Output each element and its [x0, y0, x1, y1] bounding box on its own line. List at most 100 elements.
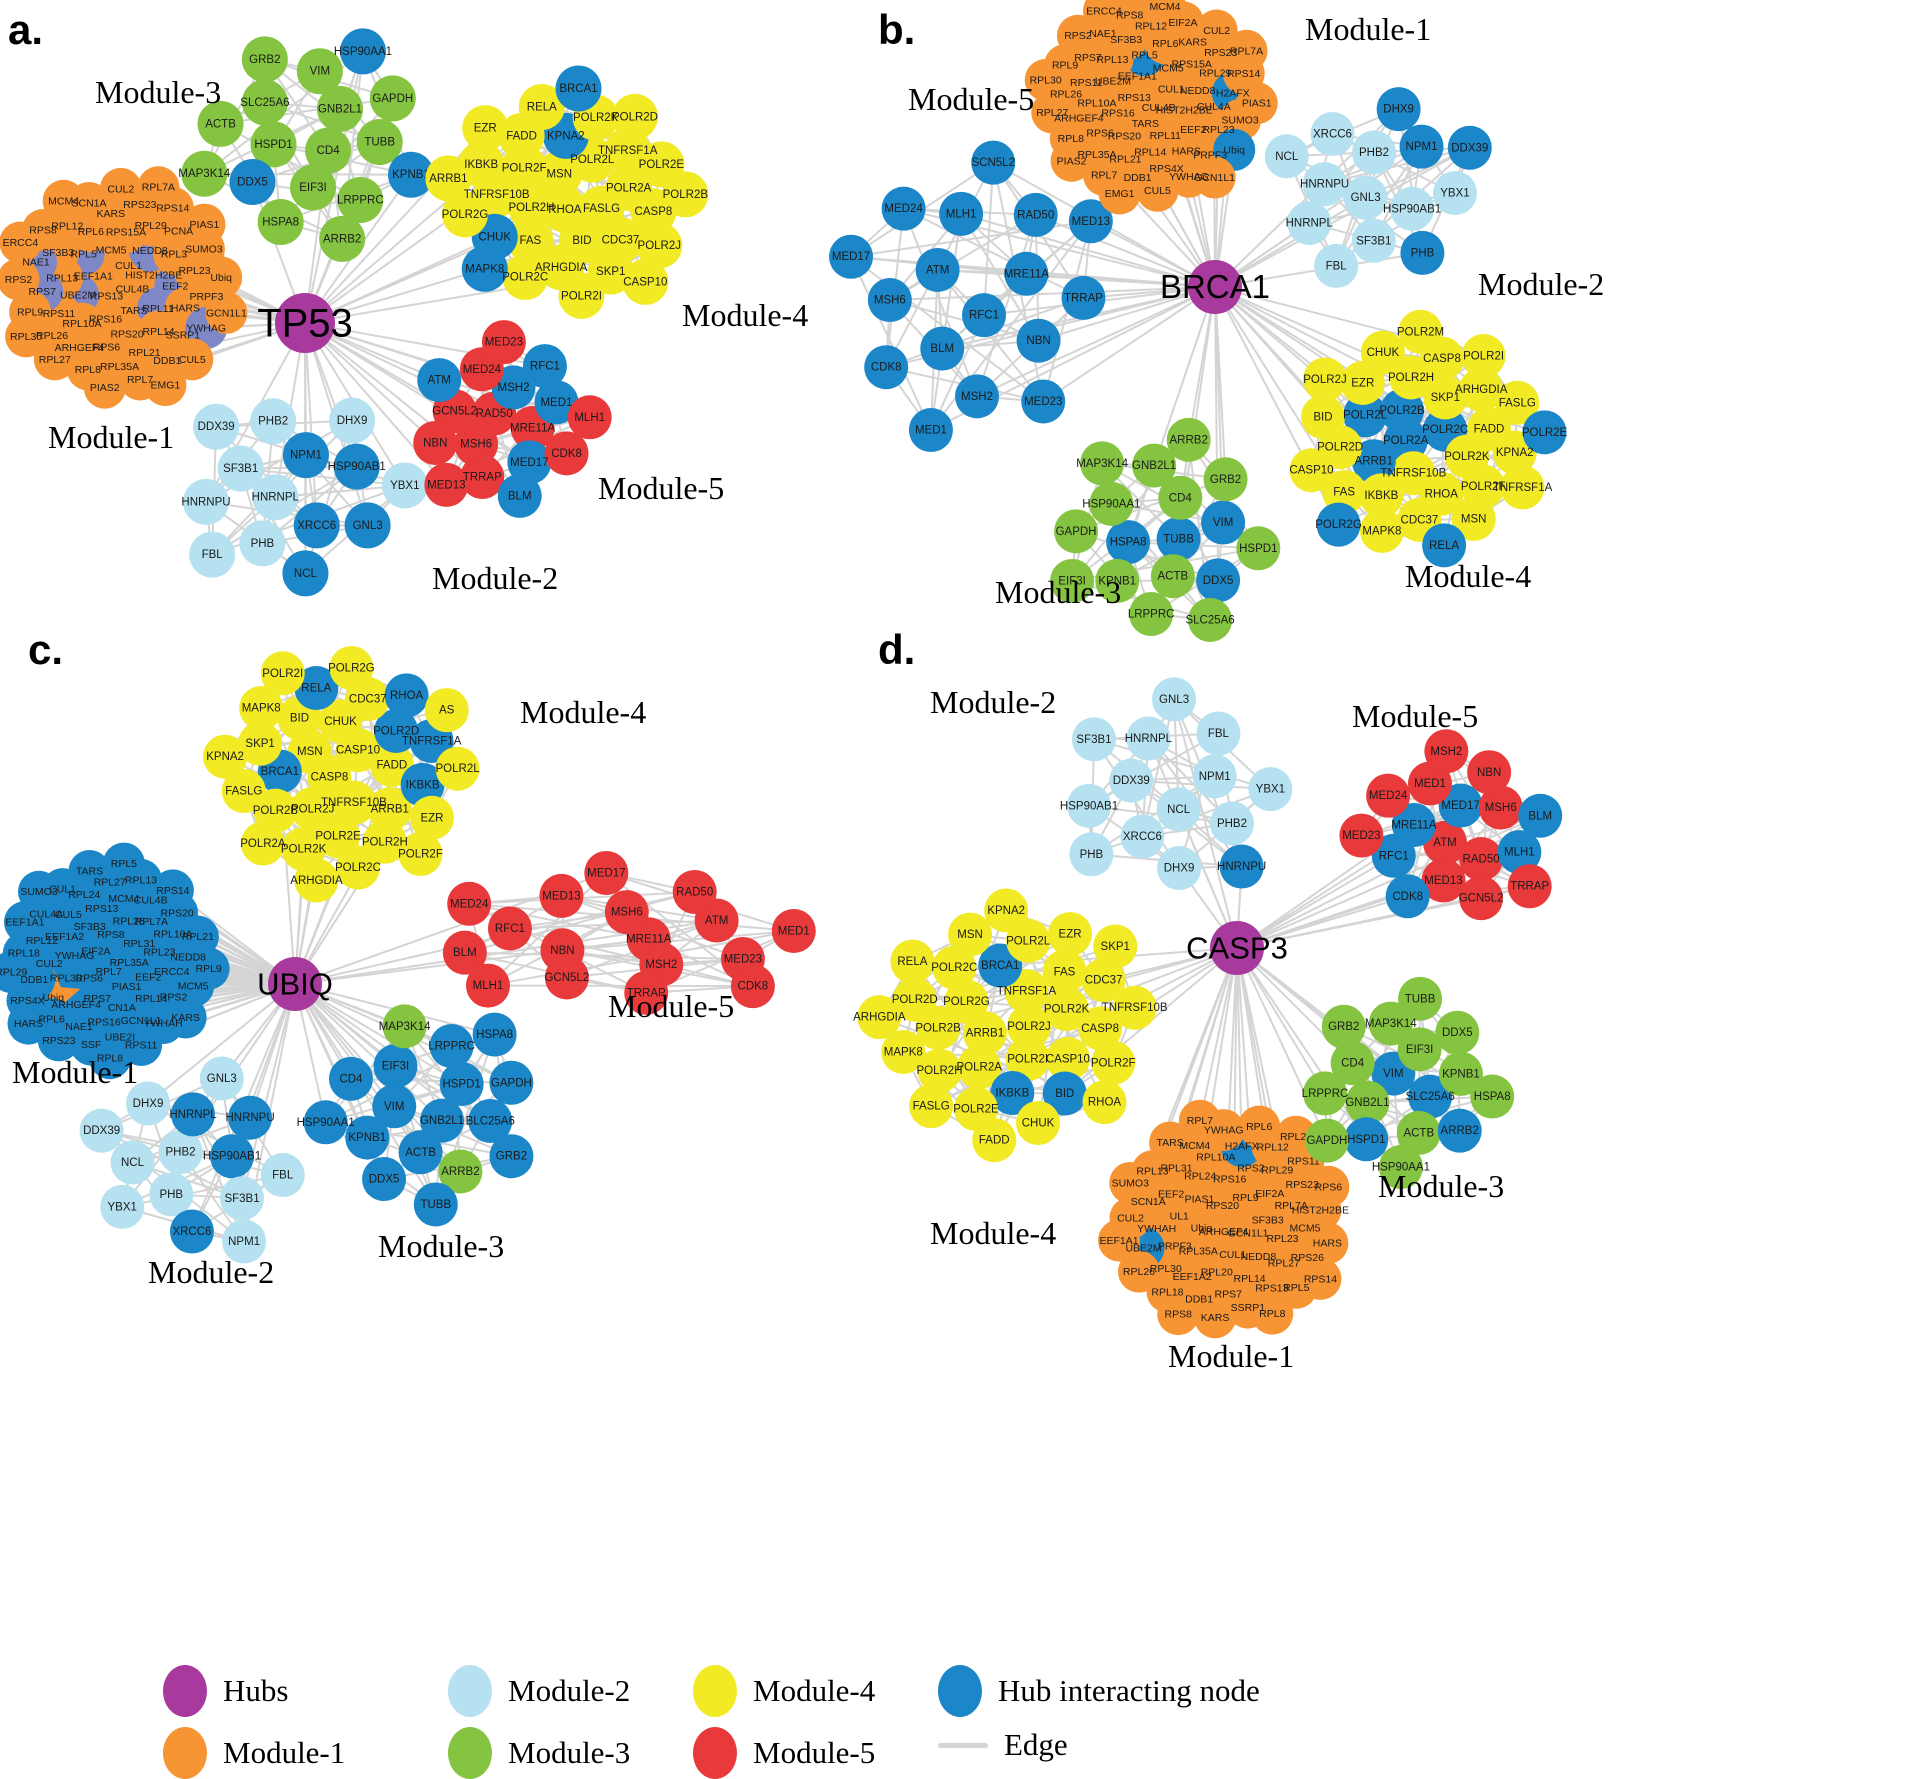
module-5-swatch — [693, 1727, 737, 1779]
node-label: RPL5 — [1131, 50, 1157, 62]
node-label: SKP1 — [596, 266, 625, 278]
node-label: RPL18 — [8, 948, 40, 960]
node-label: RPL8 — [75, 364, 101, 376]
node-label: MSH2 — [645, 959, 677, 971]
node-label: RFC1 — [495, 923, 525, 935]
node-label: POLR2I — [262, 668, 303, 680]
node-label: MSH6 — [1485, 802, 1517, 814]
node-label: VIM — [1383, 1068, 1403, 1080]
module-4-swatch — [693, 1665, 737, 1717]
module-title: Module-4 — [520, 694, 646, 730]
hub-label: CASP3 — [1186, 931, 1288, 966]
node-label: PHB2 — [1217, 818, 1247, 830]
node-label: RELA — [1429, 540, 1459, 552]
node-label: GNL3 — [207, 1073, 237, 1085]
node-label: EIF2A — [1168, 17, 1197, 29]
node-label: GNB2L1 — [318, 103, 362, 115]
module-title: Module-4 — [682, 297, 808, 333]
node-label: MLH1 — [1504, 847, 1535, 859]
node-label: ARRB2 — [441, 1166, 479, 1178]
node-label: BRCA1 — [981, 960, 1019, 972]
node-label: NPM1 — [1199, 771, 1231, 783]
node-label: RPS16 — [1213, 1173, 1246, 1185]
node-label: YBX1 — [1256, 784, 1285, 796]
node-label: RPL26 — [1050, 89, 1082, 101]
node-label: MSH2 — [1430, 746, 1462, 758]
node-label: HIST2H2BE — [1292, 1205, 1349, 1217]
node-label: POLR2E — [315, 831, 361, 843]
node-label: POLR2I — [561, 290, 602, 302]
hub-interacting-node-swatch — [938, 1665, 982, 1717]
node-label: FBL — [1208, 728, 1230, 740]
node-label: CHUK — [478, 231, 511, 243]
node-label: RPS14 — [1227, 68, 1260, 80]
node-label: MED23 — [485, 337, 523, 349]
node-label: SCN1A — [1131, 1196, 1166, 1208]
module-title: Module-5 — [598, 470, 724, 506]
node-label: ACTB — [1158, 571, 1189, 583]
node-label: NAE1 — [22, 257, 50, 269]
node-label: MSN — [546, 168, 572, 180]
node-label: PHB — [1411, 247, 1435, 259]
node-label: MSH6 — [874, 295, 906, 307]
node-label: CN1A — [108, 1002, 136, 1014]
node-label: MCM5 — [178, 981, 209, 993]
module-1-swatch — [163, 1727, 207, 1779]
node-label: MED24 — [450, 898, 489, 910]
node-label: NPM1 — [1406, 141, 1438, 153]
node-label: RPL10A — [1196, 1151, 1235, 1163]
hub-label: UBIQ — [257, 967, 333, 1002]
node-label: RPL26 — [1123, 1266, 1155, 1278]
node-label: KPNA2 — [547, 130, 585, 142]
node-label: RPL35A — [100, 361, 139, 373]
node-label: GAPDH — [1056, 526, 1097, 538]
node-label: UL1 — [1170, 1211, 1189, 1223]
node-label: KPNB1 — [348, 1132, 386, 1144]
node-label: GCN1L1 — [1228, 1227, 1269, 1239]
node-label: MED13 — [542, 890, 580, 902]
node-label: RPS2 — [160, 991, 188, 1003]
node-label: MED13 — [427, 479, 465, 491]
node-label: RPS14 — [156, 202, 189, 214]
node-label: SKP1 — [245, 738, 274, 750]
node-label: GCN1L1 — [206, 307, 247, 319]
node-label: CASP10 — [336, 745, 380, 757]
node-label: TNFRSF1A — [997, 986, 1057, 998]
node-label: PHB — [1080, 849, 1104, 861]
node-label: SCN5L2 — [972, 157, 1015, 169]
node-label: SF3B1 — [224, 1193, 259, 1205]
node-label: EEF1A1 — [74, 271, 113, 283]
node-label: MAPK8 — [242, 702, 281, 714]
node-label: ARHGDIA — [1455, 384, 1508, 396]
panel-c: CASP8CASP10TNFRSF10BMSNFADDPOLR2JCHUKARR… — [0, 626, 816, 1290]
node-label: HSPD1 — [442, 1079, 480, 1091]
node-label: NCL — [1167, 804, 1191, 816]
hub-label: TP53 — [257, 302, 353, 346]
node-label: HARS — [1313, 1238, 1342, 1250]
node-label: NCL — [294, 568, 318, 580]
module-title: Module-3 — [1378, 1168, 1504, 1204]
legend-item-module-1: Module-1 — [163, 1727, 345, 1779]
legend-label: Module-3 — [508, 1735, 630, 1771]
node-label: CD4 — [1169, 492, 1193, 504]
node-label: CDK8 — [1392, 891, 1423, 903]
node-label: HARS — [14, 1018, 43, 1030]
node-label: SF3B3 — [1252, 1215, 1284, 1227]
node-label: BLM — [1528, 810, 1552, 822]
node-label: EMG1 — [151, 380, 181, 392]
legend-label: Module-1 — [223, 1735, 345, 1771]
node-label: AS — [439, 705, 455, 717]
node-label: XRCC6 — [1123, 831, 1162, 843]
legend-label: Module-2 — [508, 1673, 630, 1709]
node-label: POLR2C — [1422, 424, 1468, 436]
node-label: FADD — [377, 759, 408, 771]
node-label: CUL4A — [1197, 101, 1231, 113]
node-label: GRB2 — [249, 54, 280, 66]
node-label: YWHAH — [1137, 1223, 1176, 1235]
module-title: Module-2 — [148, 1254, 274, 1290]
node-label: HSPA8 — [476, 1029, 513, 1041]
